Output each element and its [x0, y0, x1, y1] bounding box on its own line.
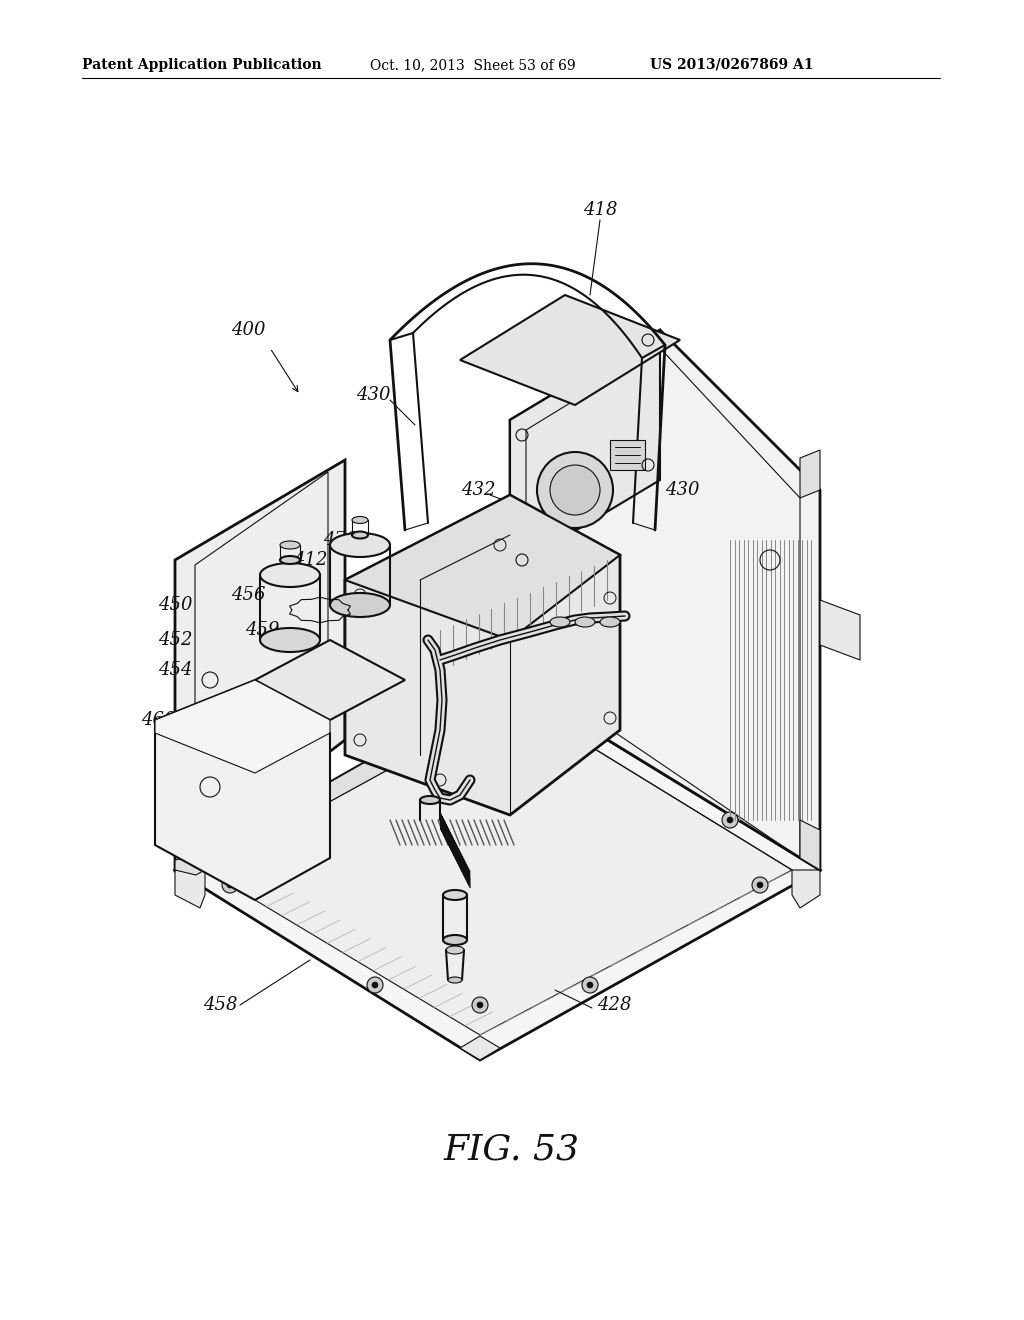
- Polygon shape: [155, 680, 330, 900]
- Circle shape: [587, 982, 593, 987]
- Circle shape: [372, 982, 378, 987]
- Polygon shape: [175, 855, 208, 875]
- Polygon shape: [460, 1036, 500, 1060]
- Polygon shape: [175, 870, 205, 908]
- Polygon shape: [345, 495, 620, 640]
- Text: Patent Application Publication: Patent Application Publication: [82, 58, 322, 73]
- Circle shape: [582, 977, 598, 993]
- Polygon shape: [345, 495, 620, 814]
- Text: FIG. 53: FIG. 53: [444, 1133, 580, 1167]
- Polygon shape: [205, 700, 792, 1035]
- Polygon shape: [255, 640, 406, 719]
- Text: 459: 459: [245, 620, 280, 639]
- Ellipse shape: [352, 532, 368, 539]
- Polygon shape: [175, 800, 195, 830]
- Text: 456: 456: [230, 586, 265, 605]
- Ellipse shape: [280, 556, 300, 564]
- Text: 458: 458: [203, 997, 238, 1014]
- Ellipse shape: [443, 935, 467, 945]
- Circle shape: [367, 977, 383, 993]
- Text: 412: 412: [293, 550, 328, 569]
- Polygon shape: [610, 440, 645, 470]
- Text: 432: 432: [461, 480, 496, 499]
- Circle shape: [537, 451, 613, 528]
- Text: US 2013/0267869 A1: US 2013/0267869 A1: [650, 58, 813, 73]
- Ellipse shape: [330, 593, 390, 616]
- Text: 430: 430: [355, 385, 390, 404]
- Circle shape: [477, 1002, 483, 1008]
- Circle shape: [727, 817, 733, 822]
- Ellipse shape: [575, 616, 595, 627]
- Text: Oct. 10, 2013  Sheet 53 of 69: Oct. 10, 2013 Sheet 53 of 69: [370, 58, 575, 73]
- Ellipse shape: [446, 946, 464, 954]
- Circle shape: [757, 882, 763, 888]
- Circle shape: [262, 812, 278, 828]
- Ellipse shape: [280, 541, 300, 549]
- Polygon shape: [800, 820, 820, 870]
- Ellipse shape: [420, 796, 440, 804]
- Ellipse shape: [330, 533, 390, 557]
- Ellipse shape: [352, 516, 368, 524]
- Text: 400: 400: [230, 321, 265, 339]
- Circle shape: [722, 812, 738, 828]
- Polygon shape: [820, 601, 860, 660]
- Ellipse shape: [260, 564, 319, 587]
- Circle shape: [267, 817, 273, 822]
- Circle shape: [227, 882, 233, 888]
- Circle shape: [550, 465, 600, 515]
- Text: 470: 470: [323, 531, 357, 549]
- Polygon shape: [792, 870, 820, 908]
- Circle shape: [752, 876, 768, 894]
- Polygon shape: [510, 330, 660, 570]
- Polygon shape: [510, 330, 820, 870]
- Text: 440: 440: [585, 636, 620, 653]
- Text: 428: 428: [597, 997, 632, 1014]
- Polygon shape: [175, 459, 345, 870]
- Ellipse shape: [600, 616, 620, 627]
- Polygon shape: [175, 680, 820, 1060]
- Ellipse shape: [449, 977, 462, 983]
- Polygon shape: [800, 450, 820, 498]
- Text: 452: 452: [158, 631, 193, 649]
- Circle shape: [472, 997, 488, 1012]
- Text: 450: 450: [158, 597, 193, 614]
- Polygon shape: [175, 680, 515, 870]
- Text: 442: 442: [570, 671, 604, 689]
- Circle shape: [222, 876, 238, 894]
- Text: 454: 454: [158, 661, 193, 678]
- Polygon shape: [155, 680, 330, 774]
- Ellipse shape: [260, 628, 319, 652]
- Ellipse shape: [550, 616, 570, 627]
- Text: 430: 430: [666, 480, 700, 499]
- Ellipse shape: [443, 890, 467, 900]
- Polygon shape: [460, 294, 680, 405]
- Text: 418: 418: [583, 201, 617, 219]
- Text: 460: 460: [140, 711, 175, 729]
